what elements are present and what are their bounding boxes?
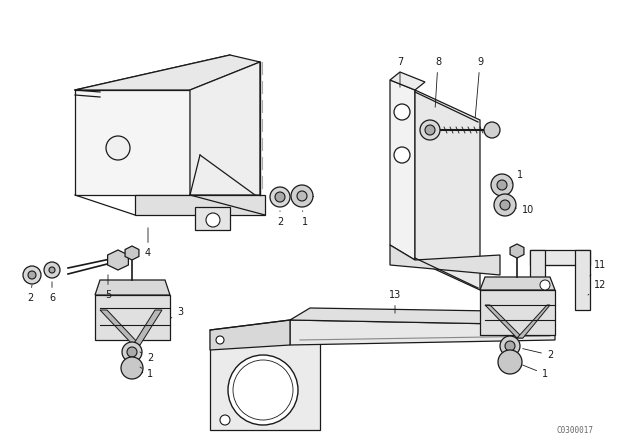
- Circle shape: [106, 136, 130, 160]
- Circle shape: [275, 192, 285, 202]
- Circle shape: [291, 185, 313, 207]
- Polygon shape: [530, 250, 590, 265]
- Circle shape: [270, 187, 290, 207]
- Text: 13: 13: [389, 290, 401, 313]
- Text: 12: 12: [588, 280, 606, 295]
- Polygon shape: [95, 280, 170, 295]
- Text: 5: 5: [105, 275, 111, 300]
- Text: 2: 2: [140, 352, 153, 363]
- Polygon shape: [485, 305, 523, 338]
- Polygon shape: [480, 277, 555, 290]
- Circle shape: [23, 266, 41, 284]
- Circle shape: [220, 415, 230, 425]
- Polygon shape: [133, 310, 162, 345]
- Circle shape: [122, 342, 142, 362]
- Circle shape: [127, 347, 137, 357]
- Text: 4: 4: [145, 228, 151, 258]
- Polygon shape: [390, 245, 500, 275]
- Circle shape: [228, 355, 298, 425]
- Circle shape: [500, 336, 520, 356]
- Polygon shape: [75, 90, 190, 195]
- Polygon shape: [530, 250, 545, 310]
- Polygon shape: [95, 295, 170, 340]
- Text: 6: 6: [49, 282, 55, 303]
- Circle shape: [540, 280, 550, 290]
- Polygon shape: [480, 290, 555, 335]
- Circle shape: [297, 191, 307, 201]
- Text: 11: 11: [590, 260, 606, 276]
- Text: 7: 7: [397, 57, 403, 87]
- Polygon shape: [125, 246, 139, 260]
- Polygon shape: [575, 250, 590, 310]
- Polygon shape: [517, 305, 550, 338]
- Text: 2: 2: [277, 211, 283, 227]
- Text: C0300017: C0300017: [557, 426, 593, 435]
- Text: 10: 10: [515, 205, 534, 215]
- Polygon shape: [390, 80, 415, 260]
- Polygon shape: [210, 320, 290, 350]
- Polygon shape: [195, 207, 230, 230]
- Circle shape: [394, 147, 410, 163]
- Text: 8: 8: [435, 57, 441, 107]
- Circle shape: [394, 104, 410, 120]
- Polygon shape: [190, 62, 260, 195]
- Circle shape: [44, 262, 60, 278]
- Circle shape: [498, 350, 522, 374]
- Text: 2: 2: [27, 285, 33, 303]
- Polygon shape: [290, 320, 555, 345]
- Polygon shape: [290, 308, 555, 325]
- Circle shape: [505, 341, 515, 351]
- Polygon shape: [415, 90, 480, 290]
- Circle shape: [497, 180, 507, 190]
- Circle shape: [28, 271, 36, 279]
- Text: 9: 9: [476, 57, 483, 117]
- Circle shape: [491, 174, 513, 196]
- Circle shape: [484, 122, 500, 138]
- Circle shape: [420, 120, 440, 140]
- Text: 1: 1: [302, 211, 308, 227]
- Circle shape: [425, 125, 435, 135]
- Text: 1: 1: [523, 365, 548, 379]
- Circle shape: [206, 213, 220, 227]
- Polygon shape: [210, 330, 320, 430]
- Circle shape: [494, 194, 516, 216]
- Circle shape: [121, 357, 143, 379]
- Circle shape: [216, 336, 224, 344]
- Polygon shape: [135, 195, 265, 215]
- Text: 2: 2: [523, 349, 553, 360]
- Text: 1: 1: [512, 170, 523, 183]
- Circle shape: [49, 267, 55, 273]
- Polygon shape: [100, 310, 140, 345]
- Text: 1: 1: [140, 367, 153, 379]
- Circle shape: [233, 360, 293, 420]
- Polygon shape: [390, 72, 425, 90]
- Polygon shape: [108, 250, 129, 270]
- Polygon shape: [75, 55, 260, 90]
- Circle shape: [500, 200, 510, 210]
- Polygon shape: [510, 244, 524, 258]
- Text: 3: 3: [170, 307, 183, 319]
